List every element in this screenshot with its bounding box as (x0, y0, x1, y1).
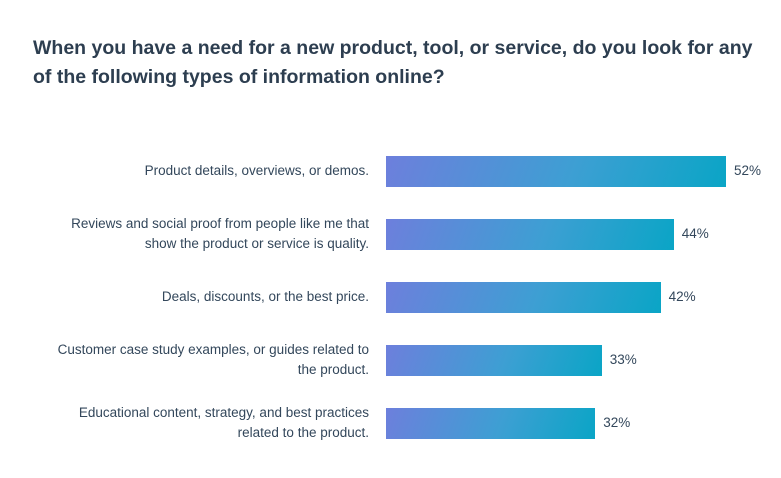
category-label-line: Reviews and social proof from people lik… (71, 216, 369, 231)
category-label-4: Customer case study examples, or guides … (9, 340, 369, 380)
value-label-4: 33% (609, 352, 637, 367)
category-label-line: Deals, discounts, or the best price. (161, 289, 369, 304)
bar-3 (386, 281, 661, 313)
bar-1 (386, 155, 726, 187)
category-label-line: show the product or service is quality. (144, 236, 369, 251)
bar-4 (386, 344, 602, 376)
category-label-line: related to the product. (237, 425, 369, 440)
category-label-line: the product. (297, 362, 369, 377)
category-label-1: Product details, overviews, or demos. (9, 161, 369, 181)
value-label-5: 32% (603, 415, 631, 430)
category-label-3: Deals, discounts, or the best price. (9, 287, 369, 307)
category-label-2: Reviews and social proof from people lik… (9, 214, 369, 254)
bar-5 (386, 407, 596, 439)
category-label-line: Product details, overviews, or demos. (144, 163, 369, 178)
category-label-5: Educational content, strategy, and best … (9, 403, 369, 443)
category-label-line: Customer case study examples, or guides … (57, 342, 369, 357)
category-label-line: Educational content, strategy, and best … (78, 405, 369, 420)
bar-2 (386, 218, 674, 250)
value-label-2: 44% (681, 226, 709, 241)
chart-title: When you have a need for a new product, … (33, 37, 753, 88)
value-label-1: 52% (734, 163, 762, 178)
value-label-3: 42% (668, 289, 696, 304)
